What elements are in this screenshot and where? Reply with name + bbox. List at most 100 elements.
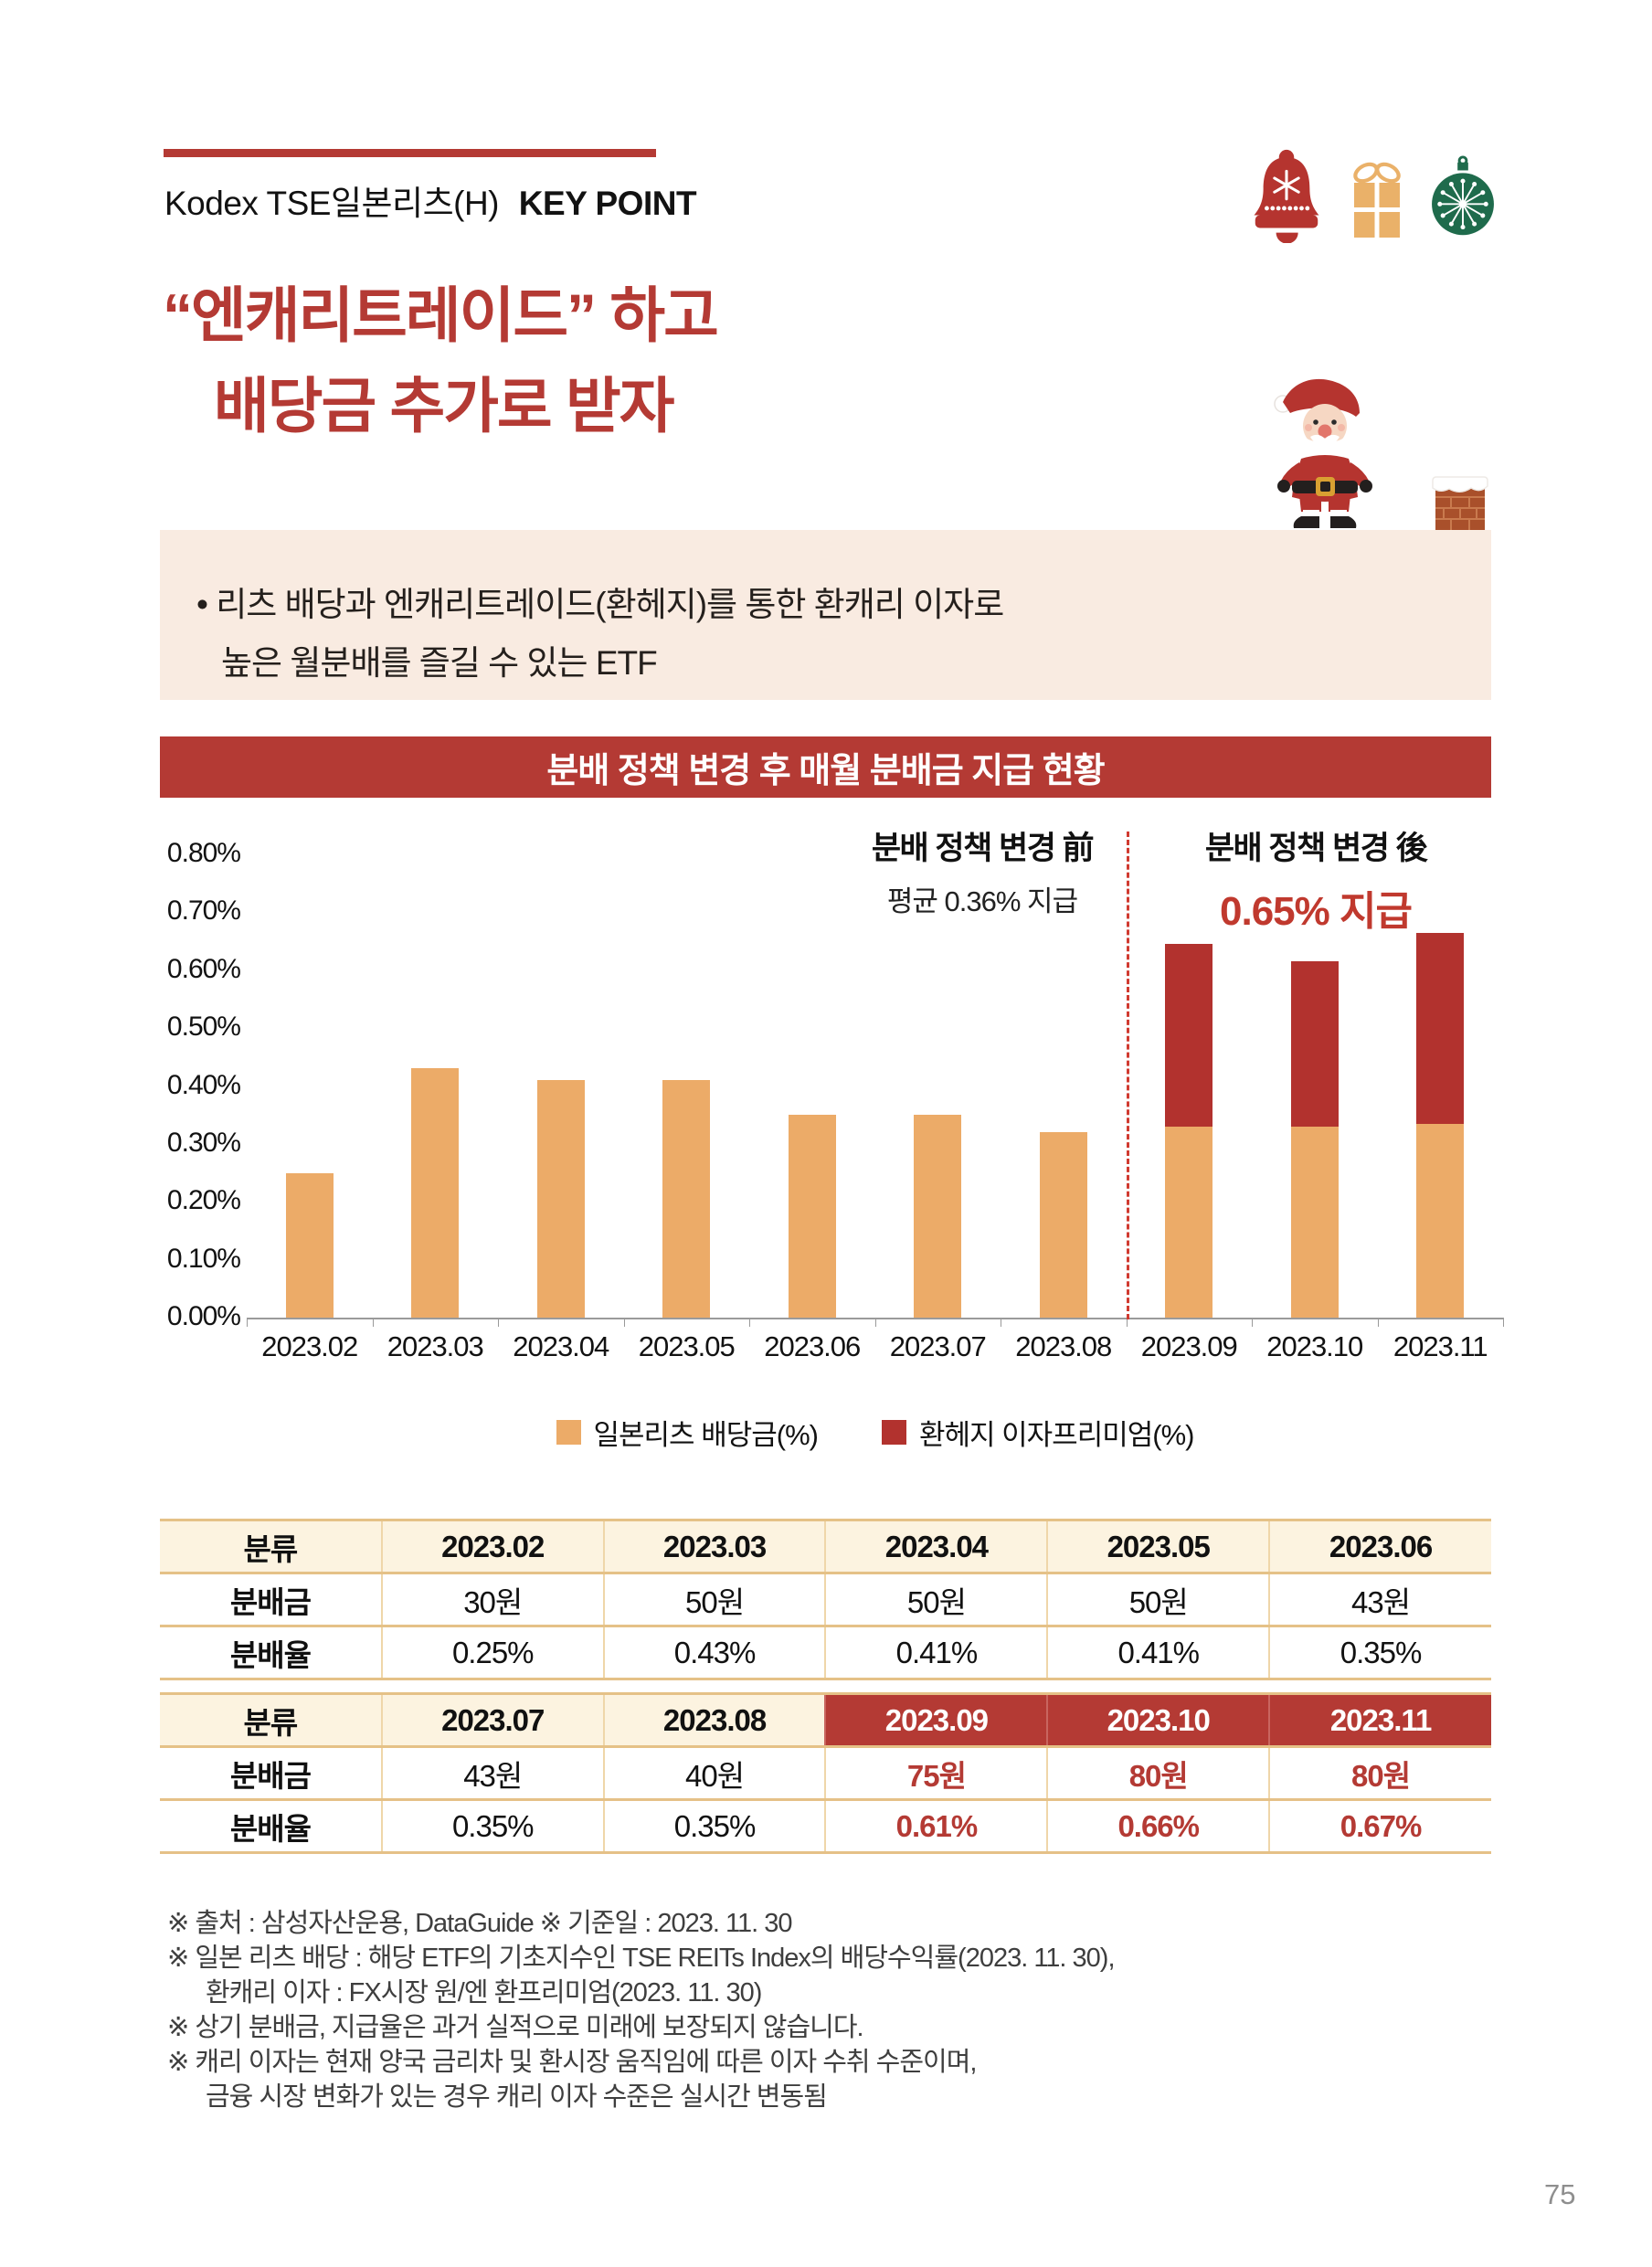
table-cell: 50원 [1046,1572,1270,1627]
chart-legend: 일본리츠 배당금(%) 환헤지 이자프리미엄(%) [247,1412,1503,1453]
table-header-row: 분류 2023.02 2023.03 2023.04 2023.05 2023.06 [160,1519,1491,1574]
table-cell: 0.61% [824,1798,1048,1854]
bar-segment [1039,1132,1087,1318]
annotation-after-title: 분배 정책 변경 後 [1204,831,1428,866]
distribution-table-2: 분류 2023.07 2023.08 2023.09 2023.10 2023.11 분배금… [160,1692,1491,1854]
x-tick-label: 2023.10 [1266,1330,1363,1362]
table-row-label: 분배율 [160,1625,382,1680]
bar-segment [1165,1126,1213,1318]
christmas-icons [1250,148,1495,243]
intro-line1: • 리츠 배당과 엔캐리트레이드(환헤지)를 통한 환캐리 이자로 [196,586,1004,623]
table-row-label: 분배율 [160,1798,382,1854]
x-axis-tickmark [874,1318,876,1327]
bar-segment [1290,961,1339,1127]
intro-line2: 높은 월분배를 즐길 수 있는 ETF [221,644,658,682]
y-tick-label: 0.70% [166,895,241,927]
annotation-after-subtitle: 0.65% 지급 [1220,889,1413,934]
y-tick-label: 0.40% [166,1069,241,1100]
bar-segment [914,1115,962,1318]
bar-segment [536,1080,585,1318]
annotation-before-title: 분배 정책 변경 前 [871,831,1095,866]
x-axis-tickmark [623,1318,625,1327]
table-cell: 0.35% [602,1798,826,1854]
table-header-cell: 2023.03 [602,1519,826,1574]
legend-swatch-icon [556,1420,581,1445]
table-header-cell: 2023.08 [602,1692,826,1748]
x-axis-tickmark [372,1318,374,1327]
table-header-cell: 분류 [160,1519,382,1574]
ornament-icon [1432,155,1494,236]
section-banner: 분배 정책 변경 후 매월 분배금 지급 현황 [160,736,1491,798]
table-cell: 0.35% [380,1798,604,1854]
page-title: “엔캐리트레이드” 하고 배당금 추가로 받자 [163,270,719,451]
x-axis-tickmark [1377,1318,1379,1327]
x-tick-label: 2023.05 [638,1330,736,1362]
x-tick-label: 2023.11 [1393,1330,1488,1362]
x-axis-tickmark [1503,1318,1504,1327]
table-row: 분배금 43원 40원 75원 80원 80원 [160,1745,1491,1801]
table-cell: 0.43% [602,1625,826,1680]
table-cell: 30원 [380,1572,604,1627]
page-eyebrow: Kodex TSE일본리츠(H) KEY POINT [164,175,697,225]
page-title-line1: “엔캐리트레이드” 하고 [163,281,719,349]
legend-item: 환헤지 이자프리미엄(%) [881,1412,1194,1453]
x-tick-label: 2023.07 [889,1330,987,1362]
legend-swatch-icon [881,1420,906,1445]
header-rule [164,149,656,157]
table-header-cell: 2023.09 [824,1692,1048,1748]
y-tick-label: 0.10% [166,1243,241,1274]
table-header-cell: 분류 [160,1692,382,1748]
table-row: 분배율 0.25% 0.43% 0.41% 0.41% 0.35% [160,1625,1491,1680]
footnotes: ※ 출처 : 삼성자산운용, DataGuide ※ 기준일 : 2023. 1… [167,1906,1116,2114]
table-cell: 80원 [1268,1745,1491,1801]
x-axis-tickmark [1126,1318,1128,1327]
bar-segment [285,1172,334,1318]
footnote-line: ※ 캐리 이자는 현재 양국 금리차 및 환시장 움직임에 따른 이자 수취 수… [167,2048,977,2077]
y-tick-label: 0.20% [166,1185,241,1216]
eyebrow-product-name: Kodex TSE일본리츠(H) [164,185,500,222]
intro-box: • 리츠 배당과 엔캐리트레이드(환헤지)를 통한 환캐리 이자로 높은 월분배… [160,530,1491,700]
footnote-line: 환캐리 이자 : FX시장 원/엔 환프리미엄(2023. 11. 30) [206,1978,762,2007]
table-row: 분배율 0.35% 0.35% 0.61% 0.66% 0.67% [160,1798,1491,1854]
table-header-cell: 2023.05 [1046,1519,1270,1574]
distribution-table-1: 분류 2023.02 2023.03 2023.04 2023.05 2023.06 분배금… [160,1519,1491,1680]
table-cell: 43원 [1268,1572,1491,1627]
x-axis-tickmark [247,1318,248,1327]
table-cell: 0.67% [1268,1798,1491,1854]
table-header-cell: 2023.07 [380,1692,604,1748]
y-tick-label: 0.60% [166,953,241,984]
table-cell: 0.41% [824,1625,1048,1680]
bar-segment [662,1080,711,1318]
x-tick-label: 2023.02 [261,1330,358,1362]
y-tick-label: 0.50% [166,1012,241,1043]
table-cell: 0.35% [1268,1625,1491,1680]
bar-segment [1290,1126,1339,1318]
legend-label: 일본리츠 배당금(%) [593,1419,819,1451]
table-header-row: 분류 2023.07 2023.08 2023.09 2023.10 2023.11 [160,1692,1491,1748]
santa-icon [1274,378,1372,528]
table-cell: 0.66% [1046,1798,1270,1854]
table-cell: 0.41% [1046,1625,1270,1680]
footnote-line: 금융 시장 변화가 있는 경우 캐리 이자 수준은 실시간 변동됨 [206,2082,828,2112]
table-header-cell: 2023.06 [1268,1519,1491,1574]
table-cell: 40원 [602,1745,826,1801]
table-cell: 75원 [824,1745,1048,1801]
santa-illustration [1268,373,1497,532]
x-axis-tickmark [749,1318,750,1327]
bar-segment [788,1115,836,1318]
y-tick-label: 0.80% [166,838,241,868]
x-tick-label: 2023.04 [513,1330,609,1362]
chimney-icon [1432,476,1488,532]
table-header-cell: 2023.02 [380,1519,604,1574]
annotation-before-subtitle: 평균 0.36% 지급 [886,885,1078,917]
table-header-cell: 2023.11 [1268,1692,1491,1748]
eyebrow-keypoint-label: KEY POINT [518,185,697,222]
footnote-line: ※ 출처 : 삼성자산운용, DataGuide ※ 기준일 : 2023. 1… [167,1909,792,1938]
distribution-chart: 0.00% 0.10% 0.20% 0.30% 0.40% 0.50% 0.60% 0.70%… [160,813,1504,1471]
table-header-cell: 2023.10 [1046,1692,1270,1748]
bar-segment [411,1068,460,1318]
x-tick-label: 2023.09 [1140,1330,1238,1362]
table-cell: 0.25% [380,1625,604,1680]
policy-change-divider-line [1126,832,1129,1319]
